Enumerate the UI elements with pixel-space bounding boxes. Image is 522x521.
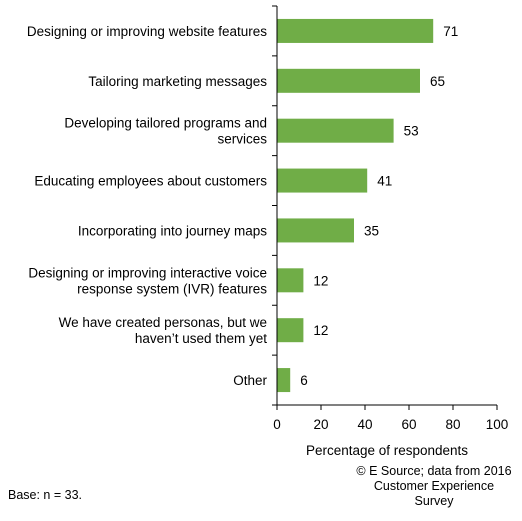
- x-tick-label-3: 60: [401, 417, 416, 432]
- category-label-7: Other: [233, 373, 267, 388]
- bar-2: [277, 118, 394, 143]
- x-axis-title: Percentage of respondents: [306, 443, 468, 458]
- category-label-0: Designing or improving website features: [27, 24, 267, 39]
- bar-7: [277, 368, 291, 393]
- x-tick-label-5: 100: [486, 417, 509, 432]
- bar-6: [277, 318, 304, 343]
- x-tick-label-1: 20: [313, 417, 328, 432]
- data-label-6: 12: [313, 323, 328, 338]
- category-label-2: Developing tailored programs and services: [64, 116, 267, 147]
- data-label-3: 41: [377, 174, 392, 189]
- source-note: © E Source; data from 2016 Customer Expe…: [356, 464, 512, 508]
- data-label-1: 65: [430, 74, 445, 89]
- bars-layer: 71 Designing or improving website feature…: [27, 18, 458, 393]
- data-label-4: 35: [364, 223, 379, 238]
- bar-3: [277, 168, 368, 193]
- x-tick-label-4: 80: [445, 417, 460, 432]
- bar-4: [277, 218, 354, 243]
- category-label-4: Incorporating into journey maps: [78, 223, 267, 238]
- bar-1: [277, 68, 420, 93]
- category-label-1: Tailoring marketing messages: [88, 74, 267, 89]
- category-label-5: Designing or improving interactive voice…: [28, 265, 267, 296]
- data-label-2: 53: [404, 124, 419, 139]
- data-label-7: 6: [300, 373, 308, 388]
- bar-5: [277, 268, 304, 293]
- x-tick-label-2: 40: [357, 417, 372, 432]
- x-tick-label-0: 0: [273, 417, 281, 432]
- axis-layer: 0 20 40 60 80 100: [272, 5, 509, 432]
- category-label-3: Educating employees about customers: [34, 174, 267, 189]
- category-label-6: We have created personas, but we haven’t …: [59, 315, 268, 346]
- data-label-5: 12: [313, 273, 328, 288]
- bar-0: [277, 18, 434, 43]
- base-note: Base: n = 33.: [8, 488, 83, 502]
- data-label-0: 71: [443, 24, 458, 39]
